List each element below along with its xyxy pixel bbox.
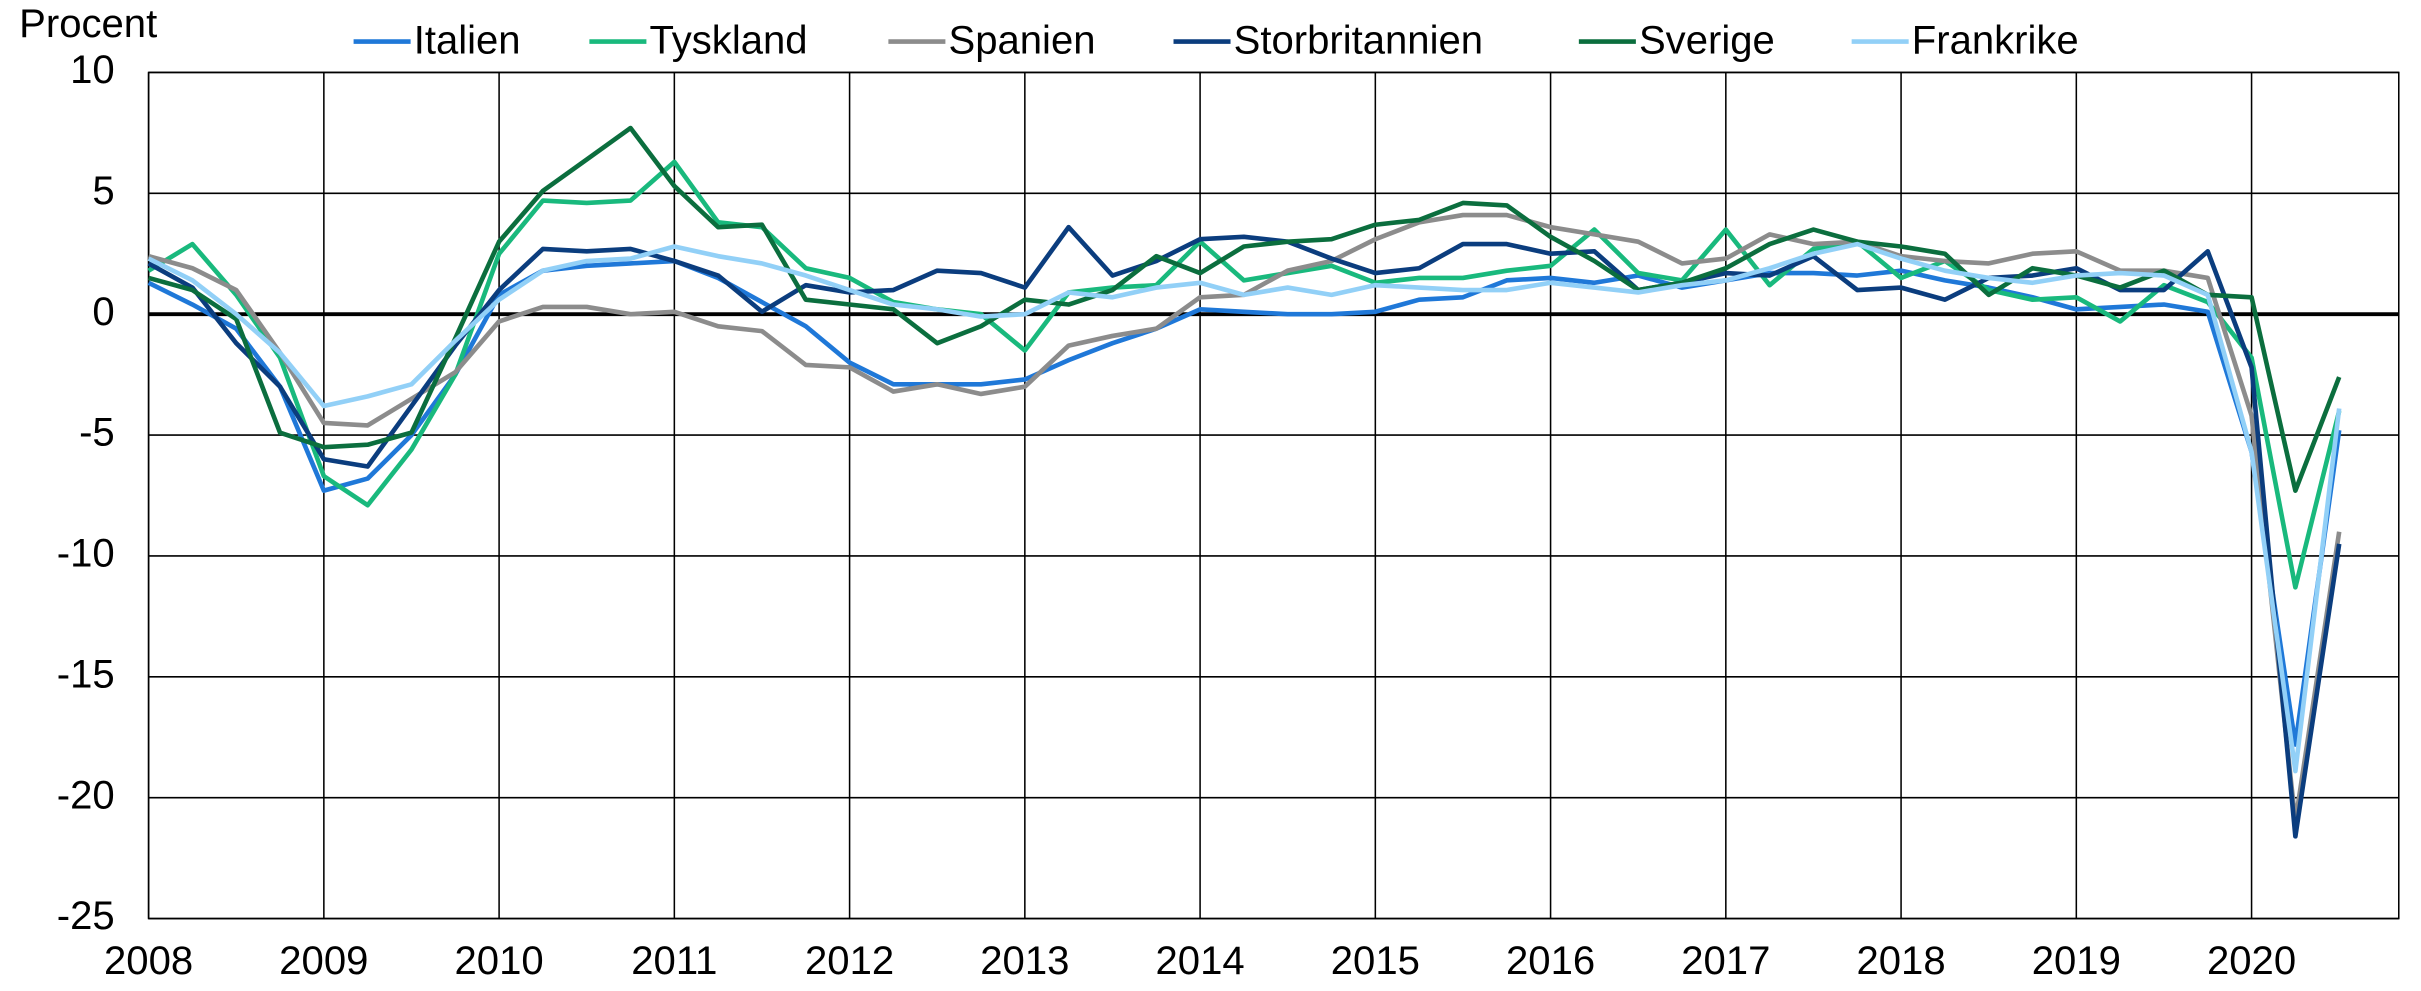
x-tick-label: 2016 — [1506, 939, 1595, 983]
plot-frame — [147, 71, 2400, 920]
y-tick-label: -20 — [57, 773, 115, 817]
y-tick-label: -25 — [57, 894, 115, 938]
legend-label: Italien — [414, 19, 521, 63]
y-tick-label: -15 — [57, 652, 115, 696]
y-tick-label: 5 — [92, 169, 114, 213]
series-line — [147, 241, 2342, 774]
y-tick-label: 10 — [70, 48, 115, 92]
x-tick-label: 2012 — [805, 939, 894, 983]
series-line — [147, 125, 2342, 493]
series-line — [147, 159, 2342, 590]
x-tick-label: 2018 — [1857, 939, 1946, 983]
legend-label: Spanien — [948, 19, 1095, 63]
x-tick-label: 2008 — [104, 939, 193, 983]
x-tick-label: 2017 — [1681, 939, 1770, 983]
y-axis-label: Procent — [19, 2, 157, 46]
x-tick-label: 2014 — [1156, 939, 1245, 983]
x-tick-label: 2015 — [1331, 939, 1420, 983]
x-tick-label: 2011 — [631, 939, 717, 983]
series-line — [147, 212, 2342, 825]
x-tick-label: 2020 — [2207, 939, 2296, 983]
x-tick-label: 2019 — [2032, 939, 2121, 983]
series-line — [147, 258, 2342, 747]
y-tick-label: -5 — [79, 411, 115, 455]
y-tick-label: -10 — [57, 532, 115, 576]
x-tick-label: 2010 — [455, 939, 544, 983]
legend-label: Tyskland — [649, 19, 807, 63]
x-tick-label: 2013 — [980, 939, 1069, 983]
legend-label: Sverige — [1639, 19, 1775, 63]
legend-label: Storbritannien — [1234, 19, 1483, 63]
x-tick-label: 2009 — [279, 939, 368, 983]
legend-label: Frankrike — [1912, 19, 2079, 63]
series-line — [147, 224, 2342, 839]
y-tick-label: 0 — [92, 290, 114, 334]
